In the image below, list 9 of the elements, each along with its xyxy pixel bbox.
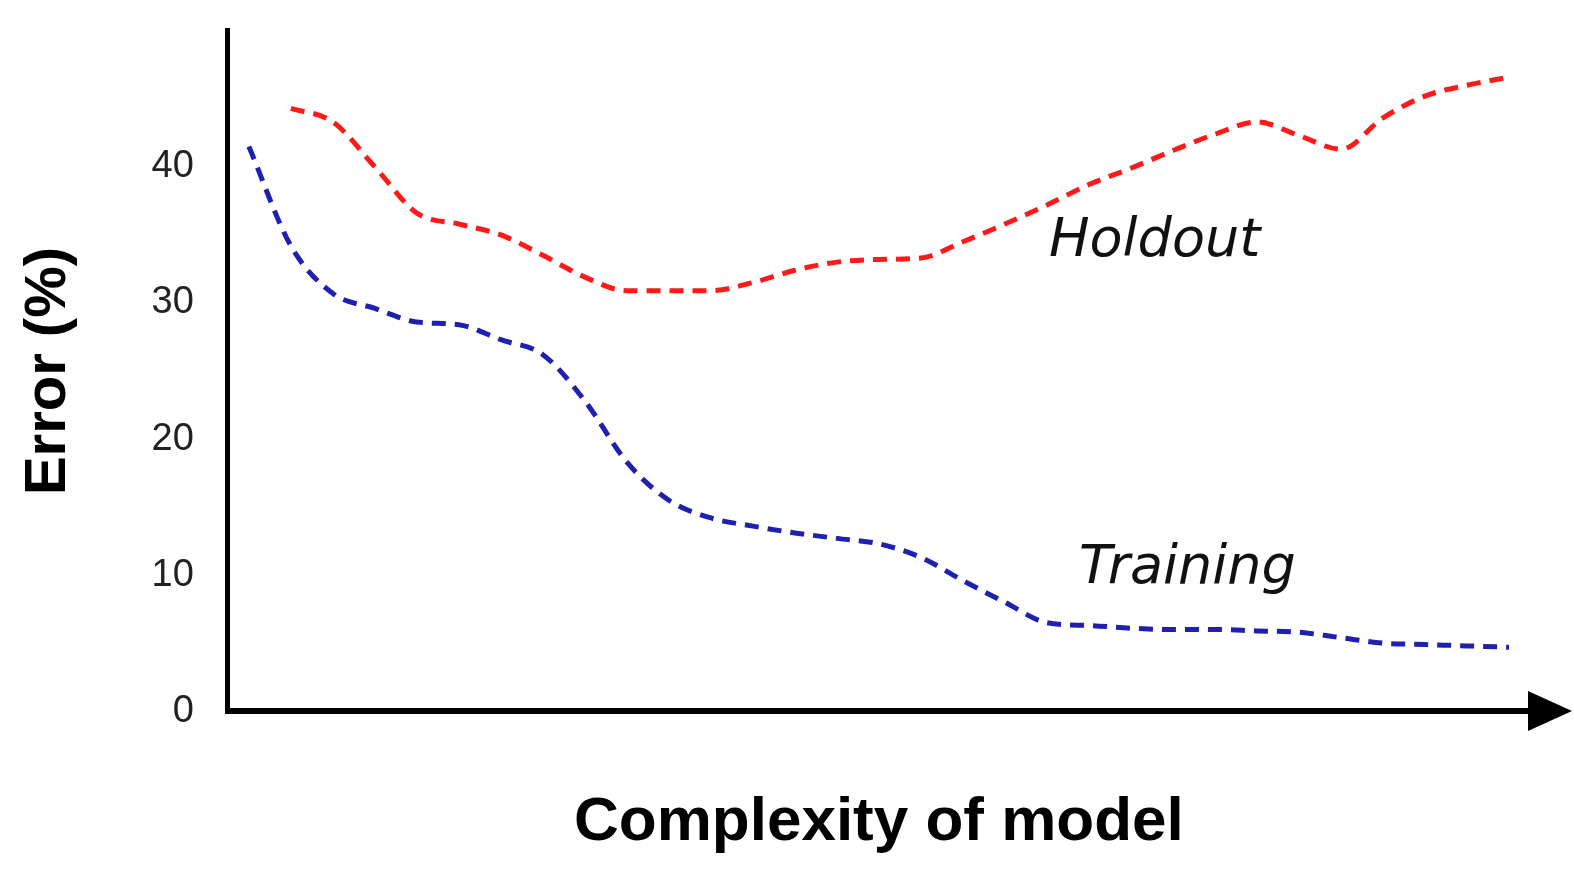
y-tick-label: 30 xyxy=(151,279,194,322)
series-label: Training xyxy=(1078,532,1296,596)
y-tick-label: 20 xyxy=(151,415,194,458)
y-axis-title: Error (%) xyxy=(11,246,77,496)
y-tick-label: 0 xyxy=(172,687,194,730)
x-axis-title: Complexity of model xyxy=(574,783,1184,853)
series-label: Holdout xyxy=(1048,205,1263,269)
y-tick-label: 40 xyxy=(151,143,194,186)
y-tick-label: 10 xyxy=(151,551,194,594)
